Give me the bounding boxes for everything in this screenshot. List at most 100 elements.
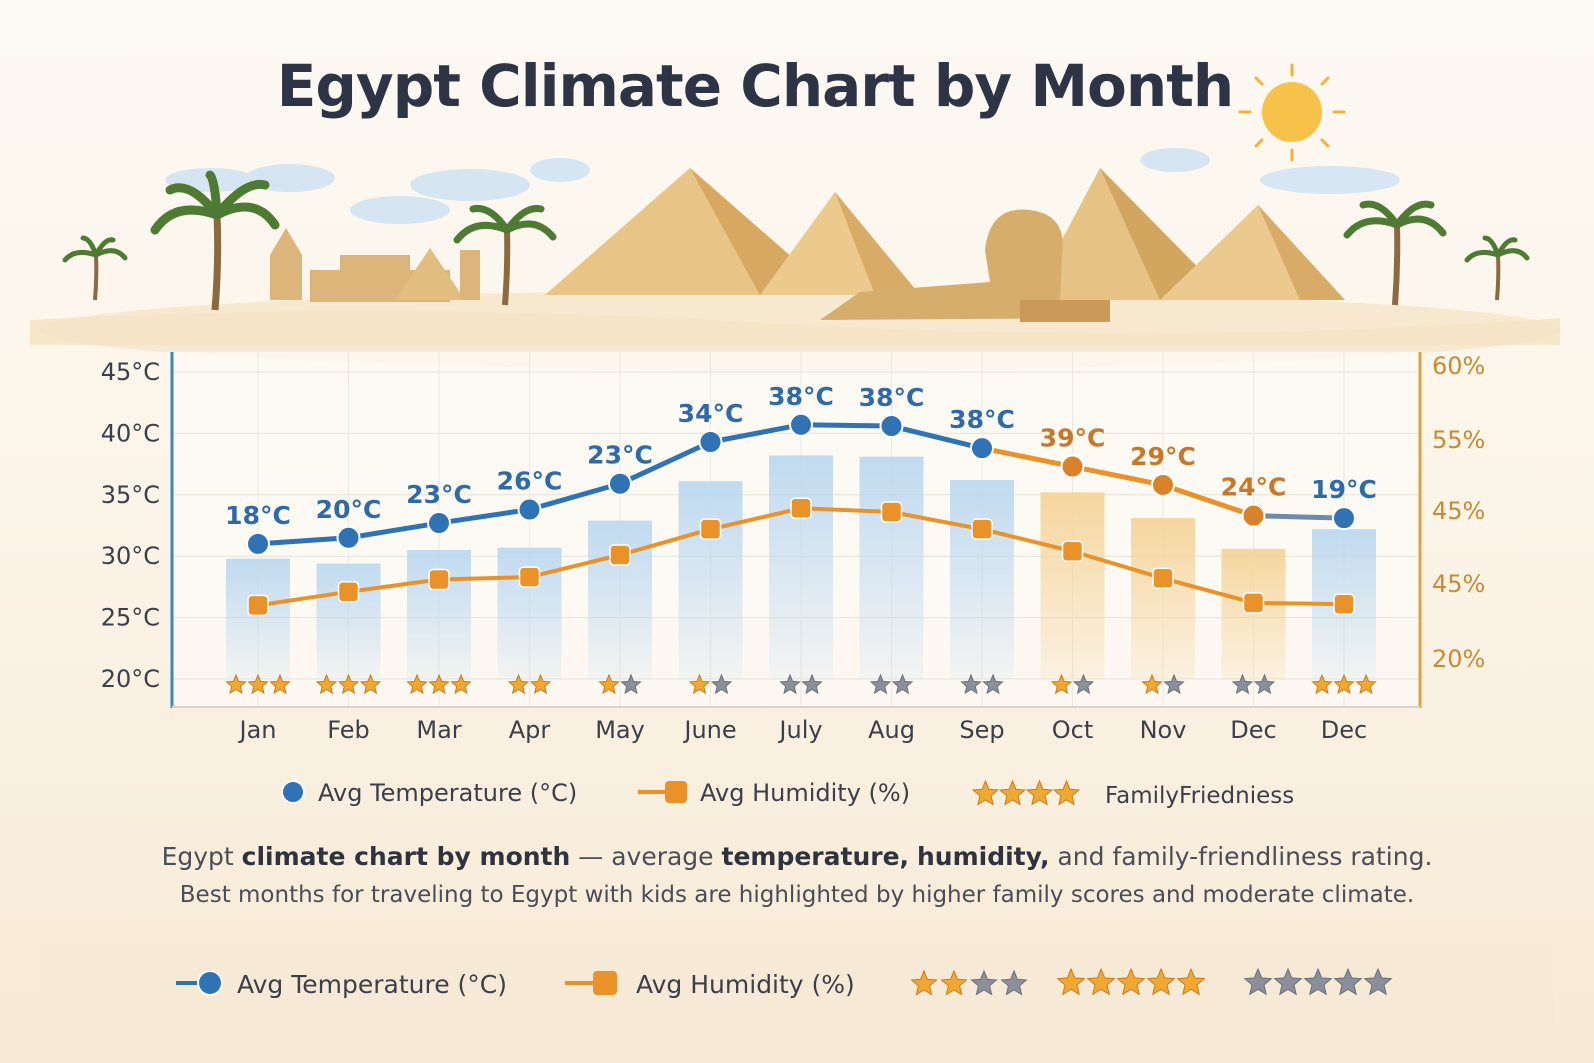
family-star xyxy=(450,673,472,695)
temperature-data-label: 24°C xyxy=(1221,473,1287,502)
temperature-data-label: 39°C xyxy=(1040,424,1106,453)
bottom-legend-bg xyxy=(40,945,1554,1023)
x-axis-tick: Sep xyxy=(959,716,1004,744)
description-part: temperature, xyxy=(721,842,910,871)
family-star xyxy=(1072,673,1095,695)
family-star xyxy=(710,673,733,695)
humidity-point xyxy=(609,544,631,566)
x-axis-tick: Mar xyxy=(416,716,461,744)
x-axis-tick: Nov xyxy=(1140,716,1187,744)
humidity-point xyxy=(1242,592,1265,614)
family-star xyxy=(891,673,914,695)
legend-star xyxy=(1025,779,1054,806)
family-star xyxy=(1355,673,1377,695)
chart-lines xyxy=(246,412,1356,617)
bar xyxy=(769,455,833,679)
left-axis-tick: 25°C xyxy=(101,604,160,632)
left-axis-tick: 30°C xyxy=(101,542,160,570)
bar xyxy=(950,480,1014,679)
bottom-legend-temperature-label: Avg Temperature (°C) xyxy=(237,970,507,999)
x-axis-tick: July xyxy=(777,716,822,744)
bottom-legend-star xyxy=(1243,967,1273,996)
humidity-point xyxy=(1061,540,1084,563)
sun-icon xyxy=(1238,63,1346,162)
clouds xyxy=(165,148,1400,224)
temperature-data-label: 38°C xyxy=(949,405,1015,434)
palm-trees xyxy=(62,170,1530,311)
humidity-point xyxy=(337,581,360,603)
pyramids xyxy=(545,168,1345,300)
family-star xyxy=(1311,673,1333,695)
temperature-point xyxy=(1332,506,1356,531)
family-stars xyxy=(225,673,1377,695)
legend-star xyxy=(998,779,1027,806)
bottom-legend-star xyxy=(1303,967,1333,996)
humidity-point xyxy=(790,497,812,520)
page-title: Egypt Climate Chart by Month xyxy=(276,52,1234,120)
temperature-data-label: 18°C xyxy=(225,501,291,530)
family-star xyxy=(225,673,247,695)
description-part: — average xyxy=(570,842,722,871)
family-star xyxy=(801,673,823,695)
bottom-legend-star xyxy=(1363,967,1393,996)
bottom-legend-humidity-label: Avg Humidity (%) xyxy=(636,970,855,999)
family-star xyxy=(315,673,338,695)
x-axis-tick: Oct xyxy=(1052,716,1094,744)
family-star xyxy=(406,673,428,695)
description-part: humidity, xyxy=(917,842,1050,871)
humidity-point xyxy=(880,501,903,523)
family-star xyxy=(247,673,269,695)
family-star xyxy=(869,673,892,695)
family-star xyxy=(1141,673,1163,695)
x-axis-tick: Dec xyxy=(1321,716,1367,744)
bottom-legend-star xyxy=(1176,967,1206,996)
bottom-legend-star xyxy=(1056,967,1086,996)
family-star xyxy=(620,673,642,695)
bar xyxy=(226,558,290,679)
bottom-legend-temperature-marker xyxy=(197,970,223,996)
temperature-data-label: 34°C xyxy=(678,399,744,428)
legend-star xyxy=(1052,779,1081,806)
family-star xyxy=(982,673,1004,695)
humidity-point xyxy=(699,518,722,540)
x-axis-tick: Apr xyxy=(509,716,551,744)
bottom-legend-star xyxy=(970,969,998,996)
family-star xyxy=(1231,673,1254,695)
temperature-data-label: 38°C xyxy=(859,383,925,412)
temperature-line-warm xyxy=(981,445,1255,519)
family-star xyxy=(1333,673,1355,695)
family-star xyxy=(1253,673,1276,695)
family-star xyxy=(428,673,450,695)
legend-family-label: FamilyFriedniess xyxy=(1105,783,1294,809)
right-axis-tick: 45% xyxy=(1432,497,1485,525)
bottom-legend-star xyxy=(1333,967,1363,996)
x-axis-tick: May xyxy=(595,716,645,744)
temperature-point xyxy=(336,525,361,550)
humidity-point xyxy=(518,566,541,588)
x-axis-tick: Aug xyxy=(868,716,915,744)
bottom-legend: Avg Temperature (°C) Avg Humidity (%) xyxy=(40,945,1554,1023)
temperature-data-label: 19°C xyxy=(1311,475,1377,504)
x-axis-tick: Dec xyxy=(1230,716,1276,744)
legend-temperature-label: Avg Temperature (°C) xyxy=(318,779,577,807)
legend-temperature-marker xyxy=(281,780,305,804)
temperature-data-label: 38°C xyxy=(768,382,834,411)
temperature-point xyxy=(517,497,542,522)
legend-star xyxy=(971,779,1000,806)
temple xyxy=(270,228,480,302)
temperature-data-label: 23°C xyxy=(587,441,653,470)
humidity-point xyxy=(1152,567,1174,590)
right-axis-tick: 20% xyxy=(1432,645,1485,673)
family-star xyxy=(688,673,711,695)
legend-humidity-marker xyxy=(665,781,687,803)
x-axis-tick: June xyxy=(682,716,736,744)
description-line-2: Best months for traveling to Egypt with … xyxy=(179,882,1415,908)
left-axis-tick: 20°C xyxy=(101,665,160,693)
bar xyxy=(1040,492,1105,679)
bottom-legend-star xyxy=(1116,967,1146,996)
temperature-point xyxy=(879,414,904,439)
temperature-point xyxy=(1241,503,1266,528)
temperature-point xyxy=(427,511,451,536)
x-axis-tick: Feb xyxy=(327,716,370,744)
